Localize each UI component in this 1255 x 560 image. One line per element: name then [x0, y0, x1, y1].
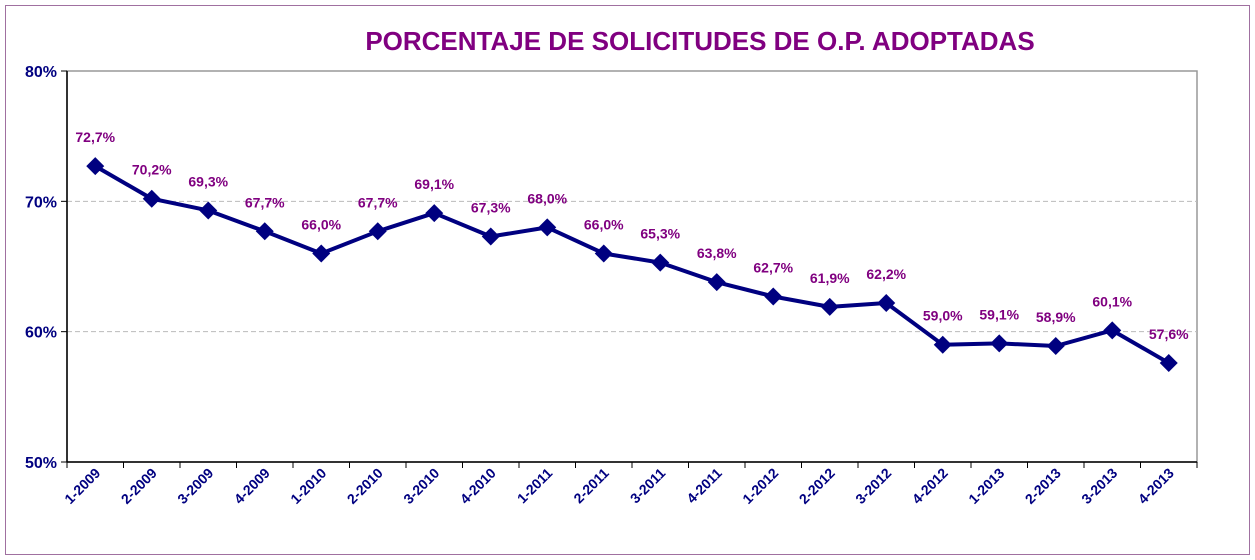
data-label: 67,7%	[358, 194, 398, 210]
data-marker	[764, 287, 783, 306]
data-marker	[142, 189, 161, 208]
data-marker	[538, 218, 557, 237]
y-tick-label: 50%	[25, 455, 57, 472]
data-label: 67,3%	[471, 200, 511, 216]
data-label: 66,0%	[301, 216, 341, 232]
data-label: 57,6%	[1149, 326, 1189, 342]
data-label: 69,3%	[188, 173, 228, 189]
data-marker	[1159, 353, 1178, 372]
y-tick-label: 80%	[25, 64, 57, 81]
data-marker	[933, 335, 952, 354]
data-label: 63,8%	[697, 245, 737, 261]
data-label: 67,7%	[245, 194, 285, 210]
data-label: 60,1%	[1092, 293, 1132, 309]
data-marker	[707, 273, 726, 292]
data-marker	[425, 204, 444, 223]
data-label: 65,3%	[640, 226, 680, 242]
data-label: 62,7%	[753, 259, 793, 275]
data-marker	[990, 334, 1009, 353]
data-marker	[86, 157, 105, 176]
data-label: 62,2%	[866, 266, 906, 282]
data-marker	[199, 201, 218, 220]
y-tick-label: 60%	[25, 325, 57, 342]
data-label: 61,9%	[810, 270, 850, 286]
data-label: 68,0%	[527, 190, 567, 206]
data-marker	[481, 227, 500, 246]
data-label: 59,0%	[923, 308, 963, 324]
data-marker	[1103, 321, 1122, 340]
data-label: 69,1%	[414, 176, 454, 192]
data-marker	[312, 244, 331, 263]
data-marker	[820, 297, 839, 316]
data-marker	[1046, 337, 1065, 356]
data-marker	[877, 293, 896, 312]
series-line	[94, 164, 1170, 365]
y-tick-label: 70%	[25, 194, 57, 211]
plot-area	[66, 70, 1198, 463]
data-label: 58,9%	[1036, 309, 1076, 325]
data-marker	[255, 222, 274, 241]
data-marker	[651, 253, 670, 272]
chart-title: PORCENTAJE DE SOLICITUDES DE O.P. ADOPTA…	[365, 26, 1034, 56]
data-label: 66,0%	[584, 216, 624, 232]
data-marker	[594, 244, 613, 263]
data-label: 59,1%	[979, 306, 1019, 322]
data-marker	[368, 222, 387, 241]
data-label: 70,2%	[132, 162, 172, 178]
data-label: 72,7%	[75, 129, 115, 145]
